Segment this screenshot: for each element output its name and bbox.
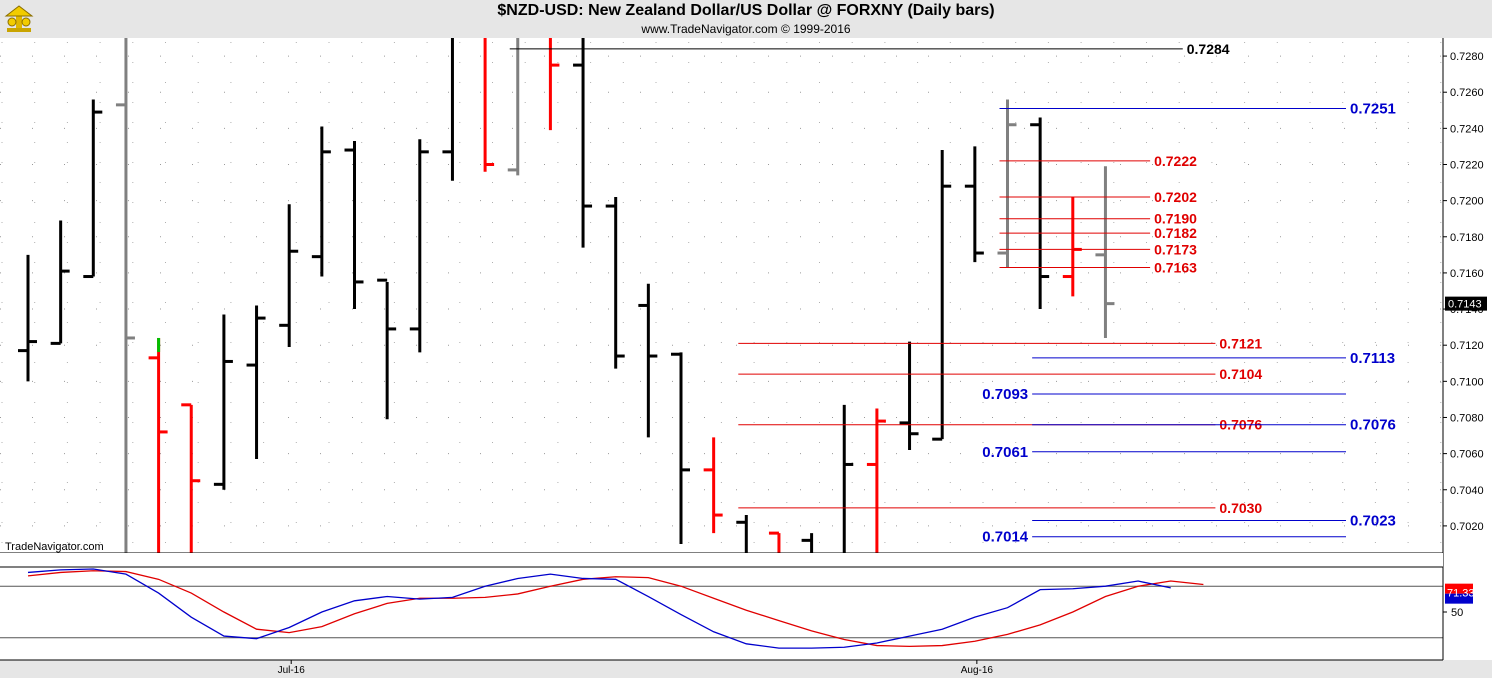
date-label: Jul-16 bbox=[278, 665, 306, 676]
level-label: 0.7173 bbox=[1154, 241, 1197, 257]
level-label: 0.7182 bbox=[1154, 225, 1197, 241]
stoch-last-marker-k bbox=[1445, 593, 1473, 604]
price-tick-label: 0.7240 bbox=[1450, 123, 1484, 135]
level-label: 0.7076 bbox=[1350, 417, 1396, 434]
level-label: 0.7023 bbox=[1350, 512, 1396, 529]
level-label: 0.7202 bbox=[1154, 189, 1197, 205]
date-label: Aug-16 bbox=[961, 665, 994, 676]
price-tick-label: 0.7180 bbox=[1450, 232, 1484, 244]
axes: 0.7020 0.7040 0.7060 0.7080 0.7100 0.7120 0.71… bbox=[0, 38, 1492, 678]
price-tick-label: 0.7060 bbox=[1450, 449, 1484, 461]
level-label: 0.7104 bbox=[1219, 366, 1262, 382]
level-label: 0.7014 bbox=[982, 529, 1029, 546]
price-tick-label: 0.7200 bbox=[1450, 196, 1484, 208]
price-tick-label: 0.7080 bbox=[1450, 412, 1484, 424]
price-tick-label: 0.7100 bbox=[1450, 376, 1484, 388]
price-levels: 0.72840.72510.72220.72020.71900.71820.71… bbox=[509, 41, 1396, 546]
level-label: 0.7251 bbox=[1350, 100, 1396, 117]
level-label: 0.7121 bbox=[1219, 335, 1262, 351]
level-label: 0.7061 bbox=[982, 444, 1028, 461]
stoch-last-marker-d bbox=[1445, 583, 1473, 594]
level-label: 0.7222 bbox=[1154, 153, 1197, 169]
stoch-tick-label: 50 bbox=[1451, 607, 1463, 619]
price-tick-label: 0.7280 bbox=[1450, 51, 1484, 63]
level-label: 0.7093 bbox=[982, 386, 1028, 403]
price-tick-label: 0.7220 bbox=[1450, 159, 1484, 171]
trade-navigator-logo-icon bbox=[4, 5, 34, 32]
price-tick-label: 0.7040 bbox=[1450, 485, 1484, 497]
price-tick-label: 0.7160 bbox=[1450, 268, 1484, 280]
chart-title: $NZD-USD: New Zealand Dollar/US Dollar @… bbox=[497, 2, 995, 19]
level-label: 0.7284 bbox=[1187, 41, 1230, 57]
stoch-line bbox=[27, 570, 1204, 648]
price-tick-label: 0.7260 bbox=[1450, 87, 1484, 99]
price-panel bbox=[18, 38, 1115, 553]
last-price-marker bbox=[1445, 296, 1487, 311]
stoch-last-label: 71.33 bbox=[1447, 588, 1475, 600]
stoch-line bbox=[27, 568, 1171, 649]
price-tick-label: 0.7020 bbox=[1450, 521, 1484, 533]
chart-header: $NZD-USD: New Zealand Dollar/US Dollar @… bbox=[0, 0, 1492, 38]
date-axis-bg bbox=[0, 660, 1492, 678]
price-tick-label: 0.7120 bbox=[1450, 340, 1484, 352]
chart-subtitle: www.TradeNavigator.com © 1999-2016 bbox=[641, 22, 851, 36]
legend-strip bbox=[0, 553, 1443, 567]
level-label: 0.7113 bbox=[1350, 350, 1395, 367]
last-price-label: 0.7143 bbox=[1448, 299, 1482, 311]
level-label: 0.7030 bbox=[1219, 500, 1262, 516]
level-label: 0.7163 bbox=[1154, 259, 1197, 275]
level-label: 0.7190 bbox=[1154, 211, 1197, 227]
watermark: TradeNavigator.com bbox=[5, 541, 104, 553]
